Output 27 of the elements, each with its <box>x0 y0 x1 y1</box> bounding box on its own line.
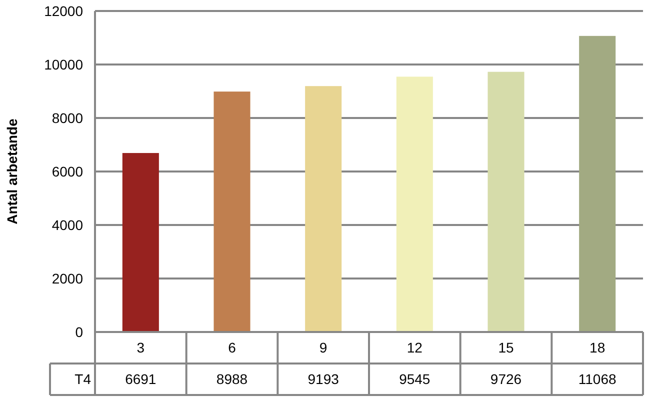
y-axis-title: Antal arbetande <box>4 118 20 224</box>
bar <box>214 92 250 332</box>
data-label: 9545 <box>399 371 430 388</box>
y-tick-label: 10000 <box>44 56 84 72</box>
x-tick-label: 18 <box>590 340 606 356</box>
x-tick-label: 15 <box>498 340 514 356</box>
data-label: 9726 <box>490 371 522 388</box>
bar <box>488 72 524 332</box>
data-label: 9193 <box>308 371 340 388</box>
data-label: 6691 <box>125 371 156 388</box>
text: T4 <box>74 371 92 388</box>
y-tick-label: 4000 <box>52 216 84 233</box>
data-label: 8988 <box>216 371 248 388</box>
bar <box>122 153 159 332</box>
bar <box>305 86 342 332</box>
y-tick-label: 2000 <box>52 270 84 286</box>
x-tick-label: 9 <box>319 340 328 356</box>
y-tick-label: 8000 <box>52 110 84 126</box>
x-tick-label: 3 <box>136 340 145 356</box>
bar <box>579 36 616 332</box>
bar <box>396 76 433 332</box>
y-tick-label: 0 <box>75 324 84 340</box>
x-tick-label: 12 <box>406 340 423 356</box>
y-tick-label: 12000 <box>44 2 84 19</box>
x-tick-label: 6 <box>228 340 236 356</box>
data-label: 11068 <box>578 371 616 388</box>
y-tick-label: 6000 <box>52 163 84 180</box>
